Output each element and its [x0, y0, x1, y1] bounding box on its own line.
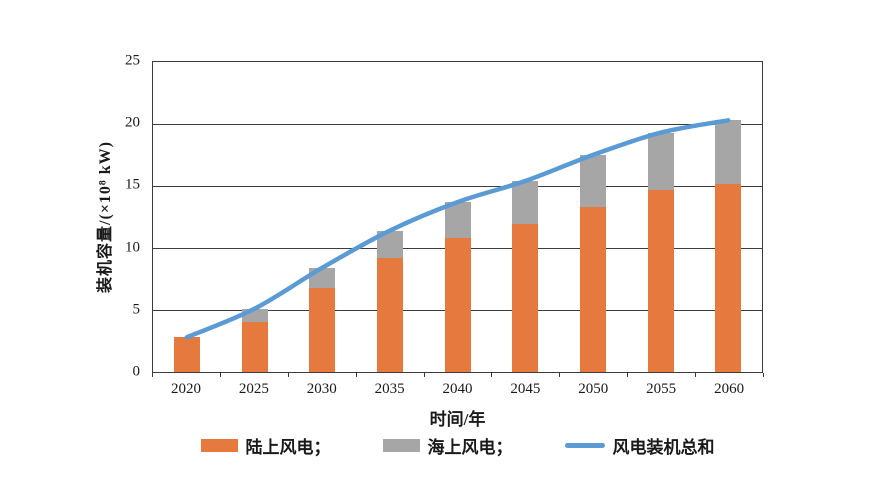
- x-axis-tick-mark: [695, 373, 697, 377]
- bar-stack-2060: [715, 62, 742, 372]
- legend-item-offshore: 海上风电；: [382, 433, 513, 458]
- bar-group-2055: [627, 62, 695, 372]
- x-axis-tick-mark: [763, 373, 764, 377]
- x-axis-tick-mark: [491, 373, 493, 377]
- bar-groups: [153, 62, 762, 372]
- y-tick-label-10: 10: [125, 239, 140, 256]
- legend-label-total: 风电装机总和: [612, 438, 715, 457]
- x-tick-label-2055: 2055: [646, 381, 677, 397]
- x-axis-tick-mark: [559, 373, 561, 377]
- legend: 陆上风电； 海上风电； 风电装机总和: [152, 433, 763, 458]
- total-line-series: [184, 118, 731, 340]
- bar-group-2060: [694, 62, 762, 372]
- legend-label-offshore: 海上风电；: [427, 438, 513, 457]
- y-axis-title: 装机容量/(×10⁸ kW): [97, 141, 114, 293]
- bar-group-2030: [288, 62, 356, 372]
- bar-stack-2040: [444, 62, 471, 372]
- x-axis-tick-mark: [219, 373, 221, 377]
- plot-area: [152, 61, 763, 373]
- bar-stack-2045: [512, 62, 539, 372]
- gridline-15: [153, 186, 762, 187]
- legend-label-onshore: 陆上风电；: [245, 438, 331, 457]
- bar-segment-海上风电-2045: [512, 181, 539, 225]
- bar-group-2050: [559, 62, 627, 372]
- x-axis-tick-mark: [627, 373, 629, 377]
- bar-segment-陆上风电-2035: [376, 257, 403, 372]
- bar-segment-陆上风电-2060: [715, 183, 742, 372]
- x-axis-tick-mark: [287, 373, 289, 377]
- x-tick-label-2035: 2035: [374, 381, 405, 397]
- total-line-path: [184, 118, 731, 340]
- bar-segment-陆上风电-2055: [647, 189, 674, 372]
- bar-segment-陆上风电-2050: [579, 207, 606, 372]
- bar-segment-陆上风电-2030: [309, 287, 336, 372]
- bar-segment-陆上风电-2020: [173, 337, 200, 372]
- x-tick-label-2020: 2020: [170, 381, 201, 397]
- bar-segment-海上风电-2055: [647, 132, 674, 190]
- bar-group-2025: [221, 62, 289, 372]
- legend-item-total: 风电装机总和: [564, 433, 715, 458]
- x-axis-title: 时间/年: [429, 410, 486, 429]
- bar-group-2020: [153, 62, 221, 372]
- bar-segment-海上风电-2060: [715, 120, 742, 184]
- total-line-swatch-icon: [564, 443, 605, 448]
- x-tick-label-2040: 2040: [442, 381, 473, 397]
- bar-stack-2025: [241, 62, 268, 372]
- bar-group-2040: [424, 62, 492, 372]
- offshore-bar-swatch-icon: [382, 439, 420, 452]
- onshore-bar-swatch-icon: [200, 439, 238, 452]
- x-axis-tick-labels: 2020 2025 2030 2035 2040 2045 2050 2055 2060: [152, 381, 763, 398]
- legend-item-onshore: 陆上风电；: [200, 433, 331, 458]
- y-tick-label-0: 0: [132, 363, 141, 380]
- bar-group-2045: [491, 62, 559, 372]
- bar-stack-2020: [173, 62, 200, 372]
- bar-stack-2055: [647, 62, 674, 372]
- bar-segment-海上风电-2050: [579, 155, 606, 208]
- x-tick-label-2030: 2030: [306, 381, 337, 397]
- bar-stack-2030: [309, 62, 336, 372]
- bar-stack-2050: [579, 62, 606, 372]
- x-tick-label-2025: 2025: [238, 381, 269, 397]
- y-tick-label-5: 5: [132, 301, 141, 318]
- y-tick-label-25: 25: [125, 52, 140, 69]
- x-axis-tick-mark: [152, 373, 153, 377]
- x-tick-label-2050: 2050: [578, 381, 609, 397]
- gridline-20: [153, 124, 762, 125]
- bar-segment-陆上风电-2045: [512, 224, 539, 372]
- y-tick-label-20: 20: [125, 114, 140, 131]
- x-axis-tick-mark: [355, 373, 357, 377]
- y-axis-tick-labels: 0 5 10 15 20 25: [0, 53, 146, 380]
- bar-segment-陆上风电-2040: [444, 238, 471, 372]
- bar-segment-陆上风电-2025: [241, 322, 268, 372]
- y-tick-label-15: 15: [125, 176, 140, 193]
- x-axis-tick-mark: [423, 373, 425, 377]
- x-tick-label-2060: 2060: [714, 381, 745, 397]
- x-tick-label-2045: 2045: [510, 381, 541, 397]
- bar-segment-海上风电-2040: [444, 202, 471, 239]
